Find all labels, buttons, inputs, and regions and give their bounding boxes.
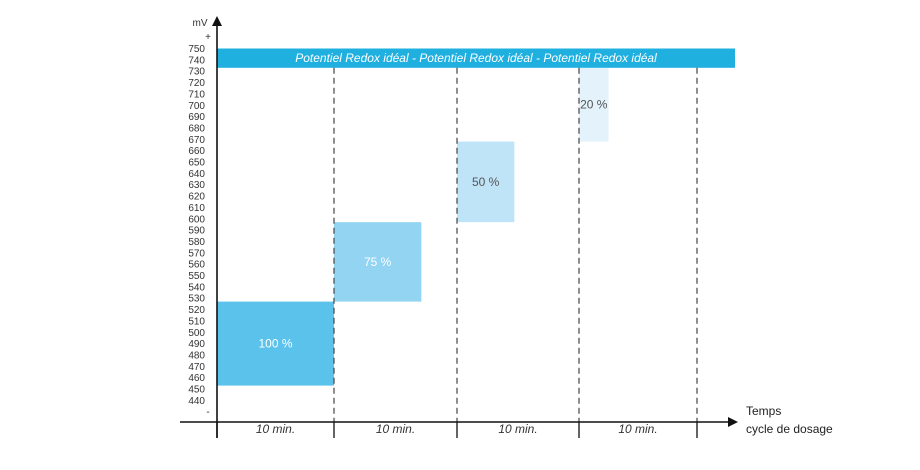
- y-tick-label-530: 530: [188, 294, 205, 305]
- y-tick-label-480: 480: [188, 350, 205, 361]
- y-tick-label-650: 650: [188, 158, 205, 169]
- x-axis-arrow-icon: [728, 417, 738, 427]
- dosage-bar-label-1: 100 %: [258, 337, 292, 351]
- dosage-bar-label-4: 20 %: [580, 98, 608, 112]
- y-tick-label-680: 680: [188, 123, 205, 134]
- y-tick-label-550: 550: [188, 271, 205, 282]
- dosage-bar-4: [579, 67, 609, 142]
- y-tick-label-700: 700: [188, 101, 205, 112]
- y-tick-label-640: 640: [188, 169, 205, 180]
- interval-labels: 10 min. 10 min. 10 min. 10 min.: [256, 422, 658, 436]
- dosage-bar-1: [217, 301, 334, 386]
- y-tick-label-620: 620: [188, 192, 205, 203]
- dosage-bar-2: [334, 222, 422, 302]
- y-axis-plus-marker: +: [205, 32, 211, 43]
- y-tick-label-450: 450: [188, 385, 205, 396]
- ideal-redox-band: Potentiel Redox idéal - Potentiel Redox …: [217, 48, 735, 68]
- dosage-bars: 100 % 75 % 50 % 20 %: [217, 67, 609, 386]
- y-tick-label-730: 730: [188, 67, 205, 78]
- y-tick-label-610: 610: [188, 203, 205, 214]
- dosage-bar-label-2: 75 %: [364, 255, 392, 269]
- y-tick-label-600: 600: [188, 214, 205, 225]
- y-tick-label-510: 510: [188, 316, 205, 327]
- x-axis-title-line1: Temps: [746, 404, 781, 418]
- y-tick-label-690: 690: [188, 112, 205, 123]
- y-tick-labels: 7507407307207107006906806706606506406306…: [188, 44, 205, 407]
- y-tick-label-750: 750: [188, 44, 205, 55]
- y-tick-label-570: 570: [188, 248, 205, 259]
- dosage-bar-label-3: 50 %: [472, 175, 500, 189]
- y-tick-label-470: 470: [188, 362, 205, 373]
- y-tick-label-560: 560: [188, 260, 205, 271]
- interval-label-1: 10 min.: [256, 422, 295, 436]
- y-tick-label-500: 500: [188, 328, 205, 339]
- y-tick-label-460: 460: [188, 373, 205, 384]
- y-tick-label-630: 630: [188, 180, 205, 191]
- ideal-band-rect: [217, 48, 735, 68]
- interval-label-3: 10 min.: [498, 422, 537, 436]
- interval-label-2: 10 min.: [376, 422, 415, 436]
- ideal-band-label: Potentiel Redox idéal - Potentiel Redox …: [295, 51, 657, 65]
- x-axis-title-line2: cycle de dosage: [746, 422, 833, 436]
- dosage-bar-3: [457, 141, 515, 223]
- y-tick-label-720: 720: [188, 78, 205, 89]
- interval-label-4: 10 min.: [618, 422, 657, 436]
- y-tick-label-540: 540: [188, 282, 205, 293]
- y-axis-minus-marker: -: [206, 407, 209, 418]
- y-tick-label-490: 490: [188, 339, 205, 350]
- y-tick-label-580: 580: [188, 237, 205, 248]
- y-tick-label-590: 590: [188, 226, 205, 237]
- y-tick-label-520: 520: [188, 305, 205, 316]
- y-axis-unit: mV: [193, 18, 208, 29]
- y-tick-label-670: 670: [188, 135, 205, 146]
- y-axis-arrow-icon: [212, 16, 222, 26]
- axes: mV + - Temps cycle de dosage: [180, 16, 833, 438]
- y-tick-label-440: 440: [188, 396, 205, 407]
- y-tick-label-740: 740: [188, 55, 205, 66]
- y-tick-label-710: 710: [188, 89, 205, 100]
- y-tick-label-660: 660: [188, 146, 205, 157]
